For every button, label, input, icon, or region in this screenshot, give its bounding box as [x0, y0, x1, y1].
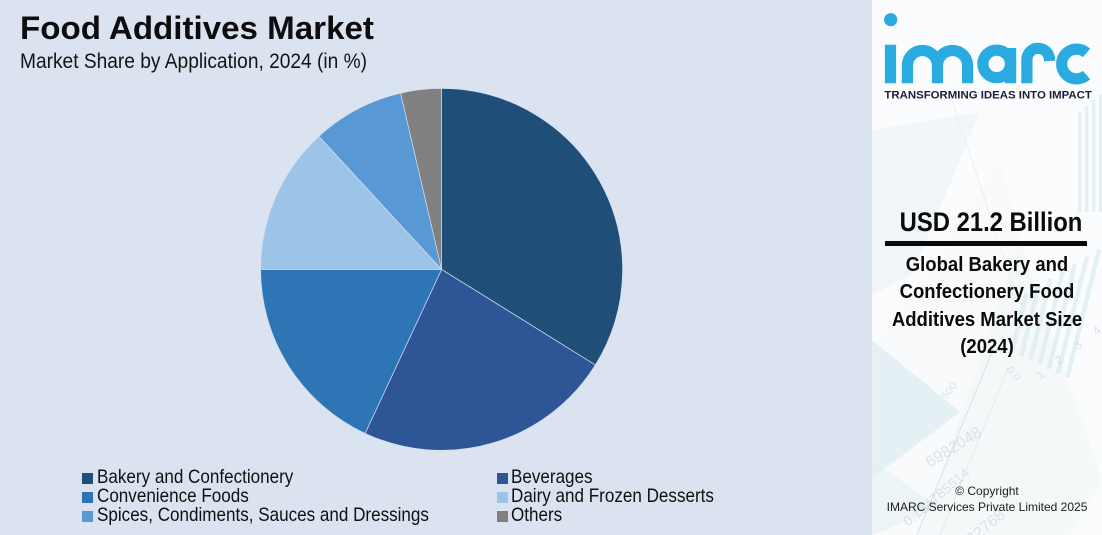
svg-text:TRANSFORMING IDEAS INTO IMPACT: TRANSFORMING IDEAS INTO IMPACT [884, 90, 1092, 102]
